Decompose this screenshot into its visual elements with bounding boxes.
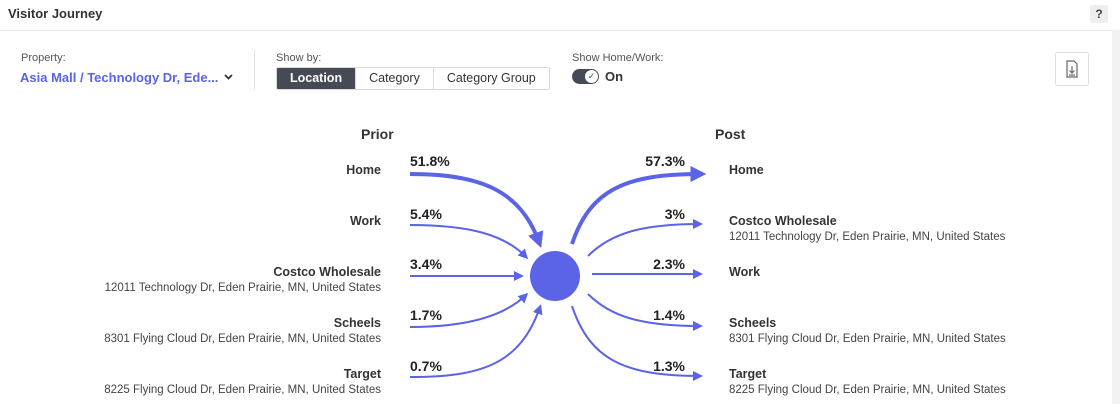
destination-node <box>530 251 580 301</box>
post-place-name: Scheels <box>729 316 777 330</box>
widget-header: Visitor Journey ? <box>0 0 1120 31</box>
property-label: Property: <box>21 52 66 64</box>
show-by-label: Show by: <box>276 52 322 64</box>
toggle-state-label: On <box>605 69 624 84</box>
home-work-toggle[interactable]: ✓ <box>572 69 599 84</box>
prior-place-name: Costco Wholesale <box>273 265 381 279</box>
download-button[interactable] <box>1055 52 1089 86</box>
property-dropdown[interactable]: Asia Mall / Technology Dr, Ede... <box>20 70 219 85</box>
post-place-name: Target <box>729 367 767 381</box>
prior-place-address: 8225 Flying Cloud Dr, Eden Prairie, MN, … <box>104 384 381 396</box>
post-percent: 3% <box>664 206 685 222</box>
post-percent: 57.3% <box>645 153 685 169</box>
post-place-name: Costco Wholesale <box>729 214 837 228</box>
prior-percent: 0.7% <box>410 358 442 374</box>
widget-title: Visitor Journey <box>8 6 103 21</box>
prior-place-address: 12011 Technology Dr, Eden Prairie, MN, U… <box>104 282 381 294</box>
prior-percent: 3.4% <box>410 256 442 272</box>
prior-place-address: 8301 Flying Cloud Dr, Eden Prairie, MN, … <box>104 333 381 345</box>
tab-location[interactable]: Location <box>277 68 356 89</box>
post-place-address: 8301 Flying Cloud Dr, Eden Prairie, MN, … <box>729 333 1006 345</box>
prior-percent: 1.7% <box>410 307 442 323</box>
home-work-label: Show Home/Work: <box>572 52 664 64</box>
help-button[interactable]: ? <box>1090 5 1108 23</box>
prior-percent: 5.4% <box>410 206 442 222</box>
post-percent: 2.3% <box>653 256 685 272</box>
post-flow-costco <box>587 219 703 257</box>
prior-flow-work <box>409 224 529 260</box>
tab-category-group[interactable]: Category Group <box>432 68 549 89</box>
divider <box>254 50 255 90</box>
prior-place-name: Home <box>346 163 381 177</box>
download-icon <box>1066 60 1078 78</box>
check-icon: ✓ <box>585 70 598 83</box>
show-by-segmented-control: Location Category Category Group <box>276 67 550 90</box>
prior-title: Prior <box>361 126 394 142</box>
post-percent: 1.3% <box>653 358 685 374</box>
post-place-name: Home <box>729 163 764 177</box>
post-title: Post <box>715 126 746 142</box>
prior-percent: 51.8% <box>410 153 450 169</box>
prior-place-name: Work <box>349 214 381 228</box>
prior-place-name: Scheels <box>333 316 381 330</box>
post-place-address: 12011 Technology Dr, Eden Prairie, MN, U… <box>729 231 1006 243</box>
chevron-down-icon[interactable] <box>223 71 234 85</box>
tab-category[interactable]: Category <box>355 68 433 89</box>
post-place-name: Work <box>729 265 761 279</box>
scroll-edge <box>1112 30 1120 404</box>
post-percent: 1.4% <box>653 307 685 323</box>
post-place-address: 8225 Flying Cloud Dr, Eden Prairie, MN, … <box>729 384 1006 396</box>
prior-place-name: Target <box>343 367 381 381</box>
